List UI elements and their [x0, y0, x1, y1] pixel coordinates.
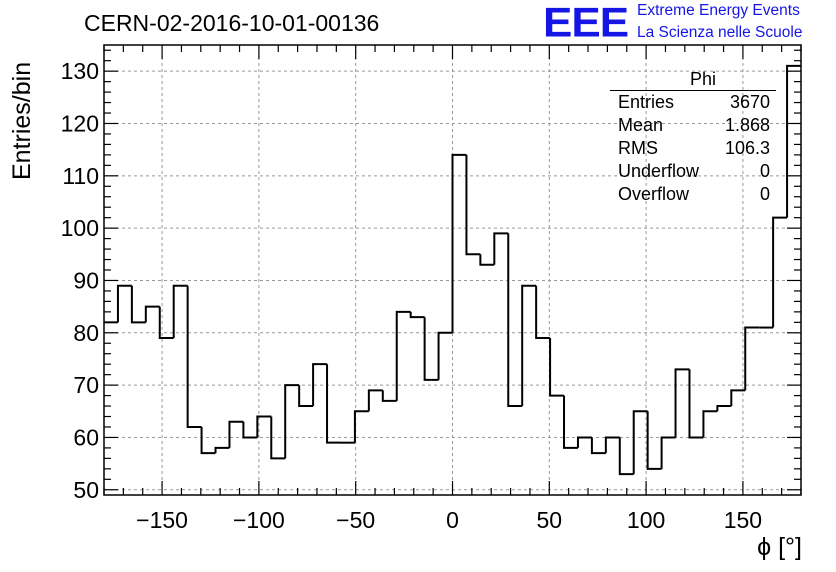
- x-tick-label: −100: [233, 507, 285, 533]
- histogram-bin: [200, 426, 216, 455]
- x-tick-label: −50: [336, 507, 375, 533]
- y-tick-label: 60: [73, 424, 99, 450]
- stats-row-mean: Mean 1.868: [610, 114, 776, 137]
- stats-label: Mean: [618, 115, 664, 135]
- y-tick-label: 130: [61, 58, 99, 84]
- histogram-bin: [507, 233, 523, 408]
- histogram-series: [104, 64, 801, 476]
- histogram-bin: [144, 305, 160, 323]
- histogram-bin: [423, 317, 439, 381]
- stats-label: Overflow: [618, 184, 690, 204]
- histogram-bin: [298, 385, 314, 408]
- y-axis-label: Entries/bin: [8, 61, 36, 180]
- histogram-bin: [618, 437, 634, 476]
- histogram-bin: [130, 285, 146, 324]
- x-tick-label: 0: [446, 507, 459, 533]
- chart-title: CERN-02-2016-10-01-00136: [84, 10, 380, 36]
- x-tick-label: 100: [627, 507, 665, 533]
- histogram-bin: [437, 331, 453, 380]
- histogram-bin: [270, 416, 286, 460]
- histogram-bin: [744, 326, 760, 391]
- x-tick-label: 50: [537, 507, 563, 533]
- histogram-bin: [214, 446, 230, 454]
- histogram-bin: [381, 390, 397, 402]
- y-tick-label: 80: [73, 320, 99, 346]
- stats-row-overflow: Overflow 0: [610, 183, 776, 206]
- logo-line-2: La Scienza nelle Scuole: [637, 24, 803, 41]
- x-axis-label: ϕ [°]: [757, 533, 802, 561]
- histogram-bin: [576, 436, 592, 448]
- stats-row-underflow: Underflow 0: [610, 160, 776, 183]
- histogram-bin: [242, 421, 258, 439]
- x-tick-label: −150: [136, 507, 188, 533]
- histogram-bin: [186, 285, 202, 428]
- histogram-bin: [409, 311, 425, 319]
- histogram-bin: [172, 284, 188, 339]
- y-tick-label: 120: [61, 110, 99, 136]
- histogram-bin: [590, 437, 606, 455]
- histogram-bin: [256, 415, 272, 438]
- stats-label: Entries: [618, 92, 675, 112]
- histogram-bin: [479, 254, 495, 266]
- x-tick-label: 150: [724, 507, 762, 533]
- histogram-bin: [326, 364, 341, 444]
- stats-value: 3670: [729, 92, 770, 112]
- eee-logo: EEE: [543, 0, 629, 46]
- y-tick-label: 100: [61, 215, 99, 241]
- stats-value: 1.868: [724, 115, 770, 135]
- histogram-bin: [786, 64, 801, 218]
- histogram-bin: [646, 411, 662, 470]
- histogram-bin: [688, 369, 704, 439]
- histogram-bin: [702, 410, 718, 438]
- histogram-bin: [772, 216, 788, 328]
- histogram-bin: [312, 363, 328, 407]
- histogram-bin: [716, 405, 732, 412]
- histogram-bin: [730, 389, 746, 407]
- stats-title: Phi: [610, 69, 776, 91]
- histogram-bin: [116, 284, 132, 323]
- histogram-bin: [632, 410, 648, 475]
- stats-value: 0: [759, 184, 770, 204]
- histogram-bin: [451, 153, 467, 333]
- axes: [103, 44, 802, 496]
- histogram-bin: [284, 384, 300, 459]
- y-tick-label: 70: [73, 372, 99, 398]
- histogram-bin: [674, 368, 690, 438]
- histogram-bin: [465, 154, 481, 256]
- histogram-bin: [353, 410, 369, 443]
- stats-box: Phi Entries 3670 Mean 1.868 RMS 106.3 Un…: [610, 69, 776, 206]
- y-tick-label: 90: [73, 267, 99, 293]
- histogram-bin: [158, 306, 174, 340]
- histogram-bin: [521, 284, 537, 407]
- stats-label: Underflow: [618, 161, 700, 181]
- histogram-bin: [563, 395, 578, 449]
- stats-row-entries: Entries 3670: [610, 91, 776, 114]
- stats-row-rms: RMS 106.3: [610, 137, 776, 160]
- histogram-bin: [604, 436, 620, 454]
- histogram-bin: [660, 436, 676, 469]
- histogram-bin: [395, 310, 411, 401]
- y-tick-label: 50: [73, 477, 99, 503]
- stats-label: RMS: [618, 138, 658, 158]
- logo-line-1: Extreme Energy Events: [637, 2, 800, 19]
- histogram-bin: [228, 420, 244, 448]
- tick-labels: −150 −100 −50 0 50 100 150 50 60 70 80 90 100 110 120 1…: [61, 58, 762, 533]
- stats-value: 0: [759, 161, 770, 181]
- histogram-bin: [535, 285, 551, 340]
- stats-value: 106.3: [724, 138, 770, 158]
- y-tick-label: 110: [62, 163, 99, 189]
- histogram-bin: [367, 389, 383, 412]
- histogram-bin: [493, 232, 509, 265]
- histogram-bin: [549, 338, 565, 397]
